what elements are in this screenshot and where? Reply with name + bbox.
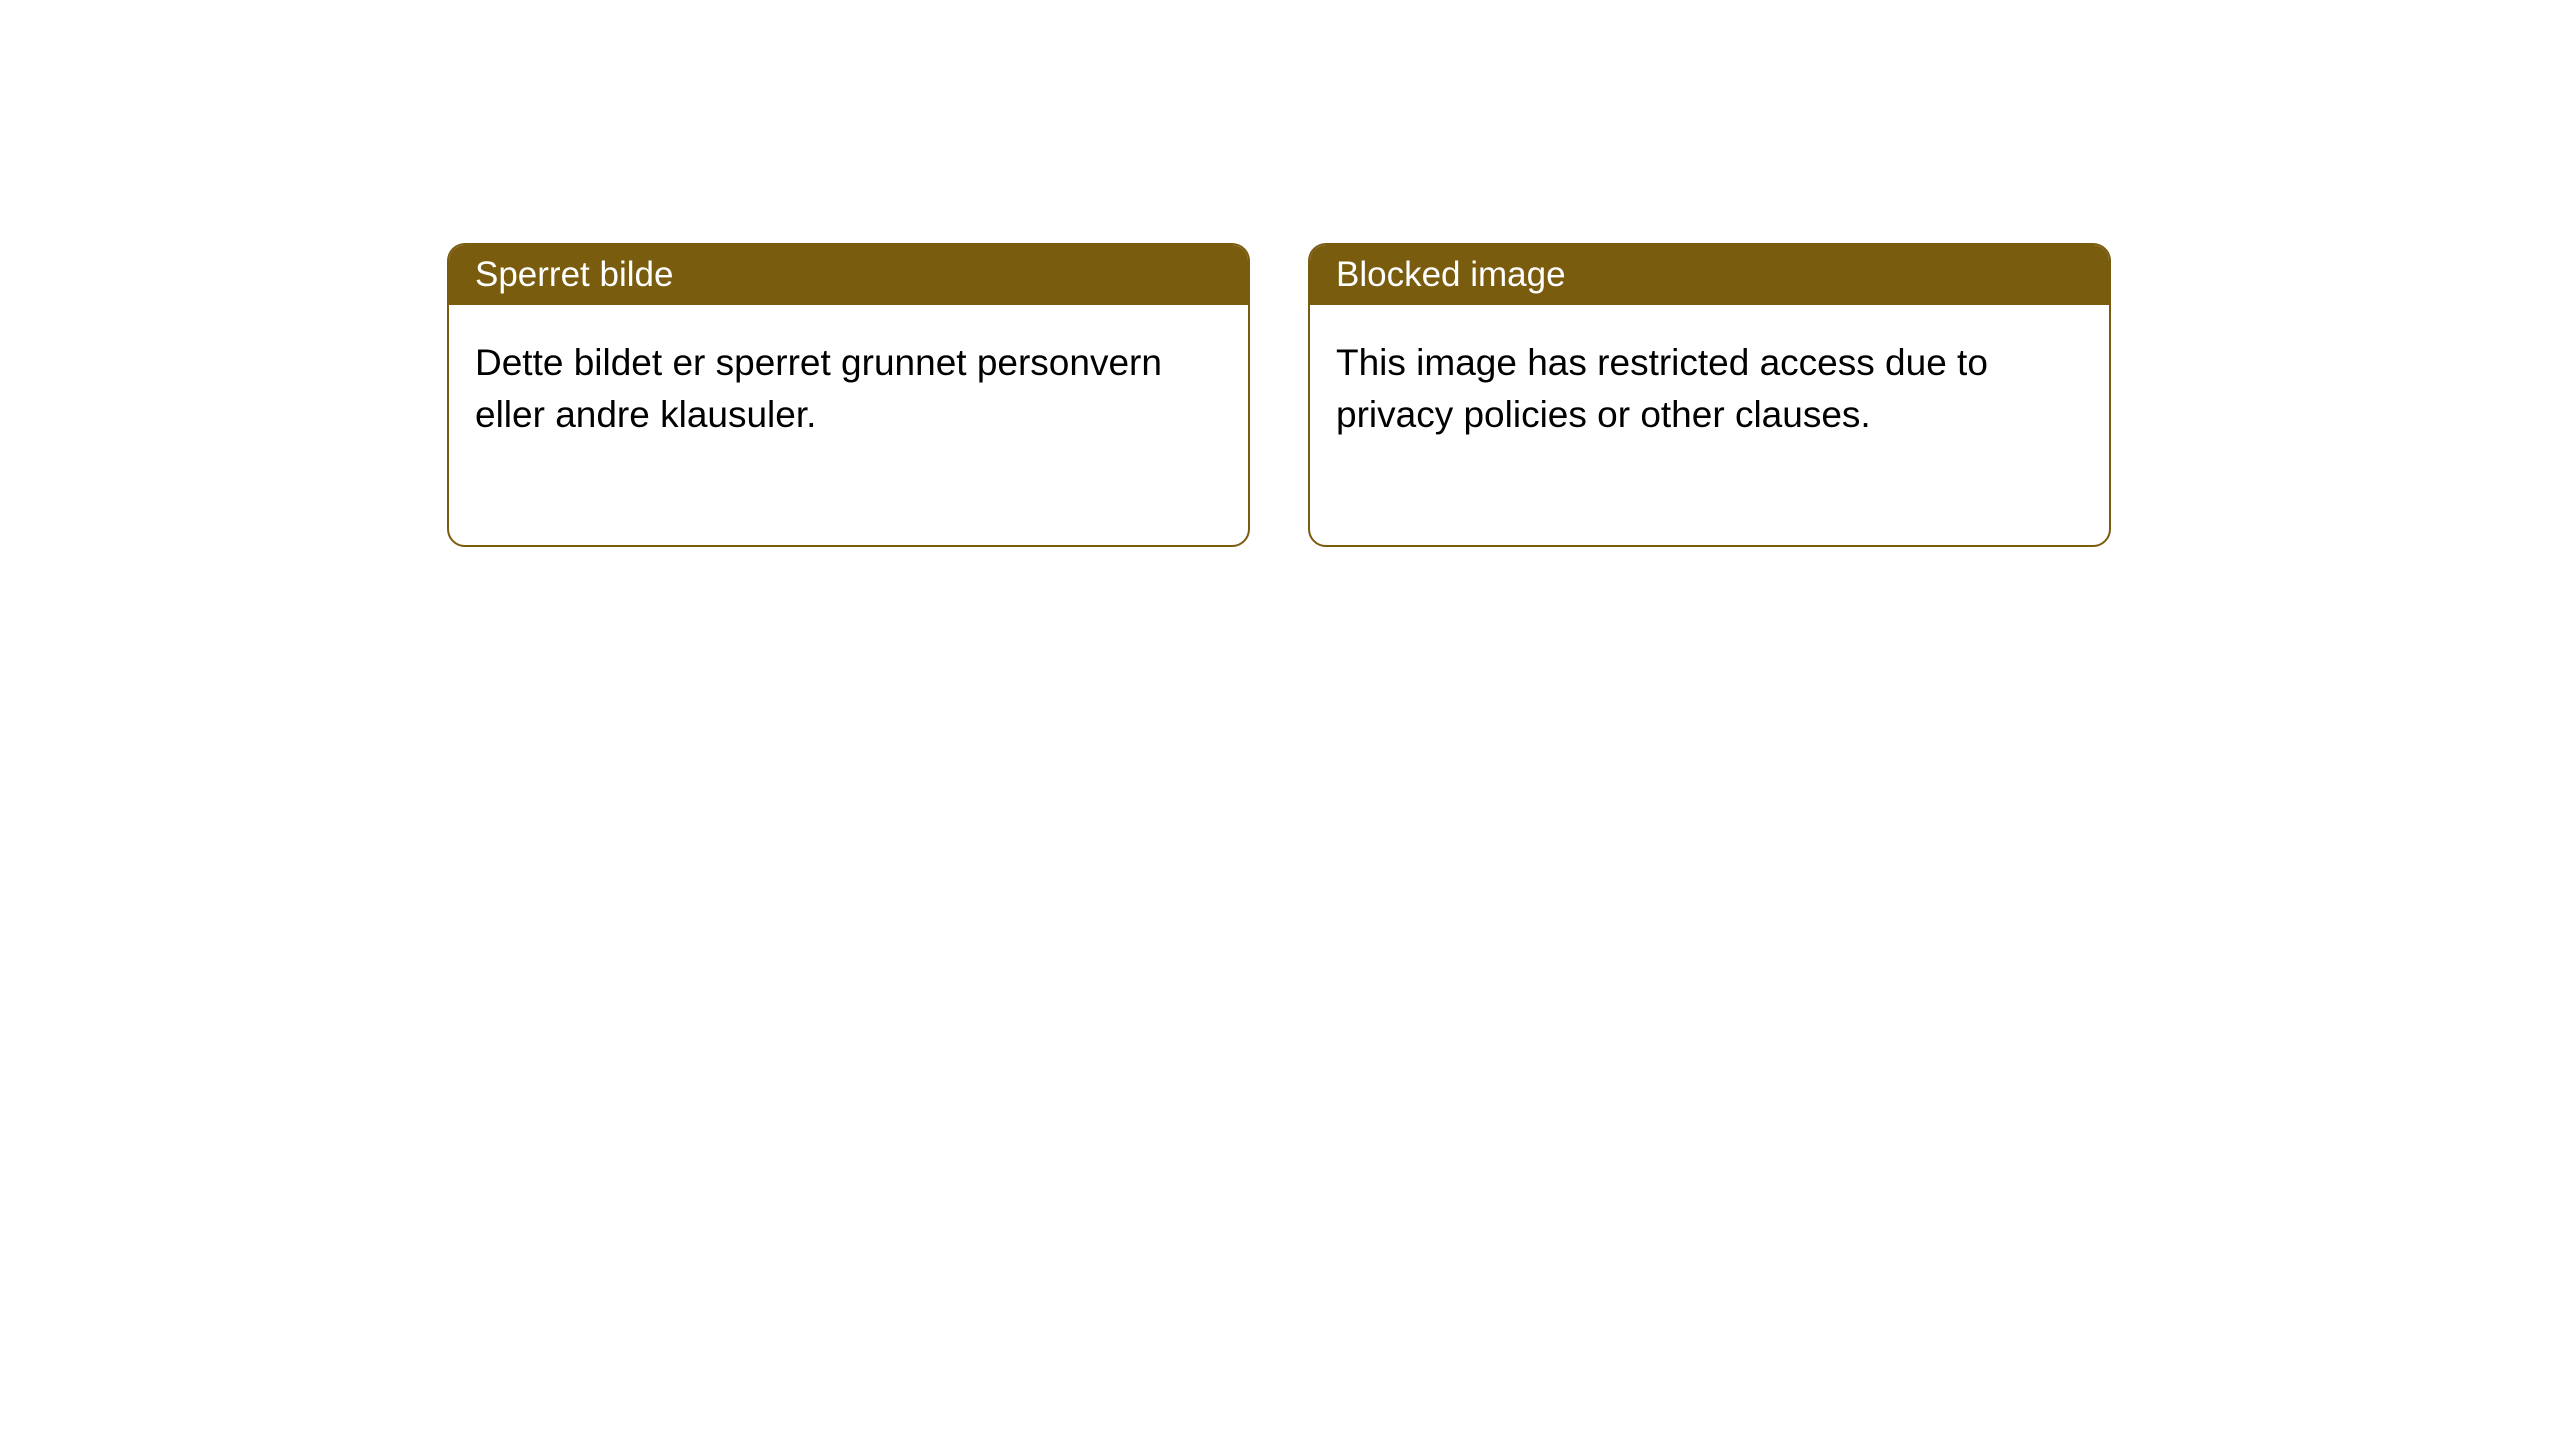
notice-body: This image has restricted access due to … xyxy=(1310,305,2109,545)
notice-container: Sperret bilde Dette bildet er sperret gr… xyxy=(0,0,2560,547)
notice-header: Blocked image xyxy=(1310,245,2109,305)
notice-title: Sperret bilde xyxy=(475,255,673,294)
notice-message: Dette bildet er sperret grunnet personve… xyxy=(475,342,1162,435)
notice-card-norwegian: Sperret bilde Dette bildet er sperret gr… xyxy=(447,243,1250,547)
notice-message: This image has restricted access due to … xyxy=(1336,342,1988,435)
notice-body: Dette bildet er sperret grunnet personve… xyxy=(449,305,1248,545)
notice-header: Sperret bilde xyxy=(449,245,1248,305)
notice-title: Blocked image xyxy=(1336,255,1566,294)
notice-card-english: Blocked image This image has restricted … xyxy=(1308,243,2111,547)
